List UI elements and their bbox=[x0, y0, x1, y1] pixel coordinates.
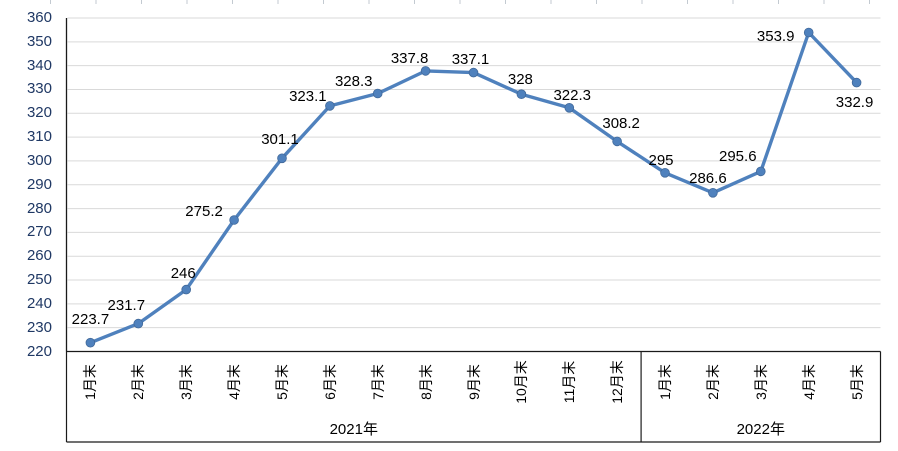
y-axis-tick-label: 250 bbox=[26, 271, 52, 289]
y-axis-tick-label: 280 bbox=[26, 199, 52, 217]
data-point-marker bbox=[851, 77, 862, 88]
data-point-marker bbox=[181, 284, 192, 295]
y-axis-tick-label: 310 bbox=[26, 128, 52, 146]
y-axis-tick-label: 230 bbox=[26, 318, 52, 336]
data-point-label: 328 bbox=[507, 71, 533, 89]
y-axis-tick-label: 220 bbox=[26, 342, 52, 360]
data-point-label: 301.1 bbox=[261, 131, 299, 149]
data-point-label: 275.2 bbox=[185, 203, 223, 220]
x-axis-month-label: 4月末 bbox=[226, 364, 243, 400]
data-point-label: 295.6 bbox=[719, 148, 757, 166]
data-point-marker bbox=[325, 101, 335, 111]
data-point-marker bbox=[229, 215, 239, 225]
data-point-marker bbox=[612, 136, 622, 147]
data-point-label: 332.9 bbox=[835, 93, 874, 111]
data-point-marker bbox=[468, 67, 479, 78]
x-axis-group-label-2022: 2022年 bbox=[736, 421, 785, 438]
x-axis-month-label: 4月末 bbox=[800, 364, 817, 400]
y-axis-tick-label: 330 bbox=[26, 80, 52, 98]
x-axis-month-label: 2月末 bbox=[130, 364, 147, 400]
data-point-label: 286.6 bbox=[689, 169, 727, 187]
data-point-label: 322.3 bbox=[553, 86, 592, 104]
x-axis-month-label: 11月末 bbox=[561, 360, 578, 404]
data-point-marker bbox=[660, 168, 670, 178]
data-point-marker bbox=[564, 103, 575, 113]
data-point-marker bbox=[277, 153, 287, 164]
y-axis-tick-label: 290 bbox=[26, 175, 52, 193]
data-point-marker bbox=[708, 188, 718, 198]
data-point-label: 323.1 bbox=[289, 87, 327, 105]
x-axis-group-label-2021: 2021年 bbox=[329, 421, 378, 438]
x-axis-month-label: 9月末 bbox=[465, 364, 482, 400]
data-point-marker bbox=[420, 66, 431, 76]
data-point-marker bbox=[755, 166, 766, 177]
x-axis-month-label: 3月末 bbox=[178, 364, 195, 400]
x-axis-month-label: 12月末 bbox=[609, 360, 626, 404]
x-axis-month-label: 7月末 bbox=[369, 364, 386, 400]
data-point-label: 328.3 bbox=[334, 72, 373, 90]
x-axis-month-label: 6月末 bbox=[321, 364, 338, 400]
data-point-label: 223.7 bbox=[71, 310, 110, 328]
data-point-label: 337.8 bbox=[390, 49, 429, 67]
data-point-marker bbox=[133, 318, 144, 329]
y-axis-tick-label: 240 bbox=[26, 294, 52, 312]
data-point-label: 308.2 bbox=[602, 115, 640, 133]
data-point-label: 353.9 bbox=[756, 27, 795, 45]
data-point-marker bbox=[803, 27, 814, 38]
data-point-marker bbox=[516, 89, 527, 99]
data-point-marker bbox=[85, 337, 96, 348]
x-axis-month-label: 8月末 bbox=[417, 364, 434, 400]
y-axis-tick-label: 260 bbox=[26, 247, 52, 265]
y-axis-tick-label: 360 bbox=[26, 9, 52, 26]
y-axis-tick-label: 320 bbox=[26, 104, 52, 122]
data-point-label: 246 bbox=[170, 264, 196, 282]
y-axis-tick-label: 270 bbox=[26, 223, 52, 241]
x-axis-month-label: 5月末 bbox=[273, 364, 290, 400]
data-point-label: 231.7 bbox=[107, 296, 146, 314]
data-point-marker bbox=[372, 88, 383, 99]
x-axis-month-label: 2月末 bbox=[704, 364, 721, 400]
x-axis-month-label: 10月末 bbox=[513, 360, 530, 404]
data-point-label: 337.1 bbox=[451, 50, 490, 68]
x-axis-month-label: 5月末 bbox=[848, 364, 865, 400]
y-axis-tick-label: 300 bbox=[26, 151, 52, 169]
x-axis-month-label: 1月末 bbox=[82, 364, 99, 400]
y-axis-tick-label: 340 bbox=[26, 56, 52, 74]
y-axis-tick-label: 350 bbox=[26, 32, 52, 50]
x-axis-month-label: 1月末 bbox=[657, 364, 674, 400]
data-point-label: 295 bbox=[648, 151, 674, 169]
x-axis-month-label: 3月末 bbox=[752, 364, 769, 400]
